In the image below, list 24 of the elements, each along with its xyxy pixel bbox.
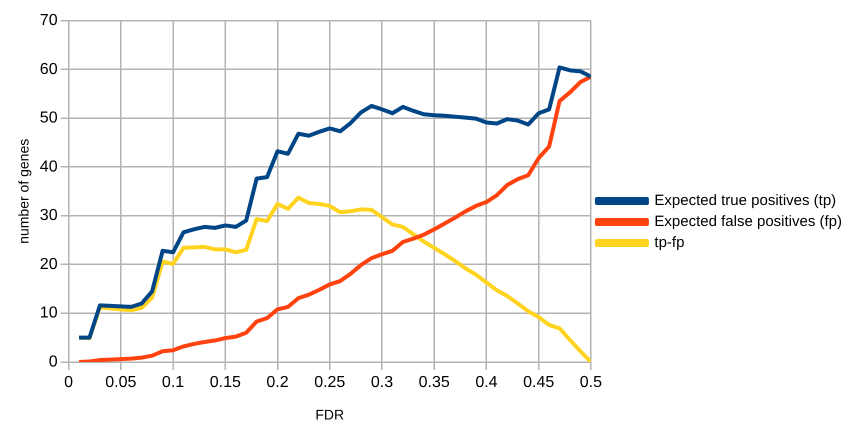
y-tick-label: 40 — [40, 158, 58, 176]
legend-label: tp-fp — [654, 234, 684, 252]
x-tick-label: 0.4 — [475, 374, 498, 392]
y-tick-label: 50 — [40, 110, 58, 127]
legend-label: Expected true positives (tp) — [654, 192, 836, 210]
y-tick-label: 70 — [40, 12, 58, 30]
legend-label: Expected false positives (fp) — [654, 213, 842, 230]
x-tick-label: 0.2 — [266, 374, 289, 392]
x-axis-title: FDR — [315, 406, 344, 422]
y-tick-label: 30 — [40, 207, 58, 224]
x-tick-label: 0.35 — [418, 374, 450, 392]
y-axis-title: number of genes — [15, 138, 32, 244]
y-tick-label: 20 — [40, 256, 58, 273]
x-tick-label: 0.15 — [210, 374, 241, 392]
x-tick-label: 0.3 — [370, 374, 394, 392]
x-tick-label: 0 — [64, 374, 74, 392]
x-tick-label: 0.25 — [314, 374, 346, 392]
x-tick-label: 0.5 — [580, 374, 602, 392]
x-tick-label: 0.45 — [523, 374, 554, 392]
x-tick-label: 0.1 — [162, 374, 184, 392]
x-tick-label: 0.05 — [105, 374, 136, 392]
y-tick-label: 10 — [40, 304, 58, 322]
y-tick-label: 0 — [48, 353, 58, 370]
y-tick-label: 60 — [40, 60, 58, 78]
